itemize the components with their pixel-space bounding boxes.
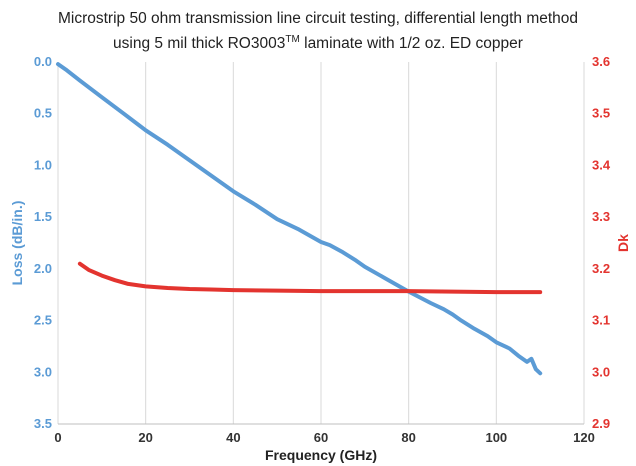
trademark-superscript: TM [285,34,300,45]
y-left-axis-label: Loss (dB/in.) [9,201,25,286]
y-left-tick-label-0: 0.0 [34,54,52,69]
y-right-tick-label-7: 2.9 [592,416,610,431]
y-left-tick-label-7: 3.5 [34,416,52,431]
x-axis-label: Frequency (GHz) [265,447,377,463]
chart-title-line-2-start: using 5 mil thick RO3003 [113,35,286,53]
x-tick-label-6: 120 [573,430,595,445]
loss-series-line [56,62,543,376]
y-right-tick-label-4: 3.2 [592,261,610,276]
y-left-tick-label-3: 1.5 [34,209,52,224]
y-right-tick-label-2: 3.4 [592,157,611,172]
y-left-tick-label-4: 2.0 [34,261,52,276]
y-left-tick-label-5: 2.5 [34,313,52,328]
y-right-tick-label-0: 3.6 [592,54,610,69]
y-left-tick-label-2: 1.0 [34,157,52,172]
chart-title-line-2: using 5 mil thick RO3003TM laminate with… [0,34,636,53]
x-tick-label-2: 40 [226,430,240,445]
chart-title-line-2-end: laminate with 1/2 oz. ED copper [299,35,523,53]
x-tick-label-4: 80 [401,430,415,445]
y-right-axis-label: Dk [615,234,631,252]
x-tick-label-1: 20 [138,430,152,445]
x-tick-label-0: 0 [54,430,61,445]
y-right-tick-label-6: 3.0 [592,364,610,379]
chart-title-line-1: Microstrip 50 ohm transmission line circ… [57,10,579,27]
x-tick-label-5: 100 [485,430,507,445]
y-right-tick-label-5: 3.1 [592,313,610,328]
y-left-tick-label-1: 0.5 [34,106,52,121]
y-right-tick-label-3: 3.3 [592,209,610,224]
x-tick-label-3: 60 [314,430,328,445]
y-left-tick-label-6: 3.0 [34,364,52,379]
y-right-tick-label-1: 3.5 [592,106,610,121]
dk-series-line [77,261,543,295]
